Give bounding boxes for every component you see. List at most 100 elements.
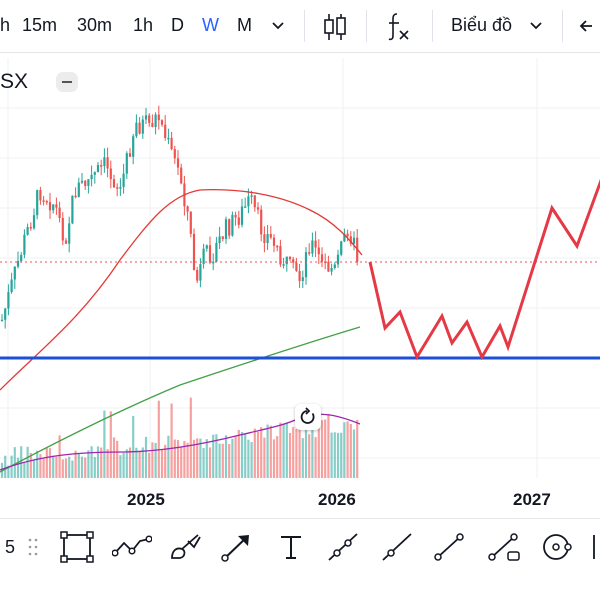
volume-bar (317, 421, 320, 478)
chevron-down-icon[interactable] (270, 20, 286, 32)
volume-bar (39, 454, 42, 478)
volume-bar (80, 456, 84, 478)
volume-bar (103, 410, 106, 478)
moving-average-red-line (0, 189, 363, 391)
candle-body (106, 157, 109, 169)
volume-bar (45, 448, 48, 478)
volume-bar (68, 456, 71, 478)
candle-body (215, 243, 218, 262)
arrow-icon[interactable] (220, 531, 254, 563)
price-chart[interactable] (0, 58, 600, 518)
timeframe-m[interactable]: M (237, 15, 252, 35)
chart-layout-menu[interactable]: Biểu đồ (451, 15, 513, 35)
rectangle-icon[interactable] (60, 531, 94, 563)
toolbar-divider (304, 10, 305, 42)
timeframe-30m[interactable]: 30m (77, 15, 113, 35)
chevron-down-icon[interactable] (528, 20, 544, 32)
timeframe-1h[interactable]: 1h (133, 15, 154, 35)
circle-icon[interactable] (540, 531, 576, 563)
volume-bar (122, 452, 125, 478)
volume-bar (16, 457, 20, 478)
volume-bar (269, 425, 272, 478)
replay-button[interactable] (295, 404, 321, 430)
extended-line-icon[interactable] (380, 531, 414, 563)
volume-bar (343, 422, 346, 478)
volume-bar (224, 435, 228, 478)
candles-icon[interactable] (322, 12, 348, 42)
volume-bar (301, 438, 304, 478)
volume-bar (327, 413, 330, 478)
candle-body (160, 120, 164, 125)
text-tool-icon[interactable] (278, 533, 304, 561)
timeframe-15m[interactable]: 15m (22, 15, 58, 35)
volume-bar (215, 434, 218, 478)
candle-body (250, 195, 253, 197)
brush-icon[interactable] (168, 531, 204, 563)
more-tools-icon[interactable] (590, 531, 600, 563)
info-line-icon[interactable] (486, 531, 522, 563)
timeframe-h[interactable]: h (0, 15, 11, 35)
volume-bar (314, 437, 317, 478)
volume-bar (192, 439, 196, 478)
volume-bar (128, 447, 132, 478)
candle-body (36, 190, 39, 216)
collapse-legend-button[interactable] (56, 72, 78, 92)
symbol-label[interactable]: SX (0, 70, 29, 93)
candle-body (304, 252, 308, 278)
undo-arrow-icon[interactable] (578, 16, 600, 36)
candle-body (170, 137, 173, 150)
candle-body (96, 165, 100, 173)
candle-body (52, 204, 55, 211)
candle-body (231, 214, 234, 236)
ray-line-icon[interactable] (326, 531, 360, 563)
candle-body (167, 137, 170, 140)
timeframe-d[interactable]: D (171, 15, 184, 35)
candle-body (180, 167, 183, 184)
candle-body (301, 277, 304, 282)
candle-body (327, 261, 330, 272)
candle-body (189, 211, 192, 234)
volume-bar (308, 434, 311, 478)
candle-body (45, 201, 48, 203)
candle-body (173, 149, 176, 159)
volume-bar (10, 455, 13, 478)
volume-bar (180, 447, 183, 478)
candle-body (71, 195, 74, 224)
x-axis-label-2025: 2025 (127, 490, 165, 509)
candle-body (298, 270, 301, 282)
volume-bar (93, 457, 96, 478)
volume-bar (256, 431, 260, 478)
candlesticks (0, 105, 359, 329)
timeframe-w[interactable]: W (202, 15, 219, 35)
volume-bar (4, 455, 7, 478)
candle-body (208, 245, 212, 263)
candle-body (308, 252, 311, 254)
volume-bar (141, 447, 144, 478)
volume-bar (87, 450, 90, 478)
candle-body (74, 195, 77, 198)
volume-bars (0, 397, 359, 478)
candle-body (84, 180, 87, 186)
candle-body (269, 233, 272, 238)
candle-body (224, 219, 228, 239)
trend-line-icon[interactable] (432, 531, 466, 563)
candle-body (282, 264, 285, 266)
volume-bar (244, 434, 247, 478)
candle-body (109, 168, 112, 180)
path-icon[interactable] (112, 533, 152, 561)
fx-icon[interactable] (385, 11, 413, 43)
volume-bar (272, 439, 276, 478)
volume-bar (23, 462, 26, 478)
volume-bar (112, 437, 116, 478)
drag-handle-icon[interactable] (26, 536, 40, 558)
candle-body (164, 124, 167, 138)
volume-bar (26, 446, 29, 478)
candle-body (205, 245, 208, 249)
volume-bar (205, 439, 208, 478)
candle-body (263, 234, 266, 244)
candle-body (295, 262, 298, 271)
volume-bar (96, 446, 100, 478)
volume-bar (132, 415, 135, 478)
projection-path (368, 178, 600, 361)
volume-bar (167, 435, 170, 478)
